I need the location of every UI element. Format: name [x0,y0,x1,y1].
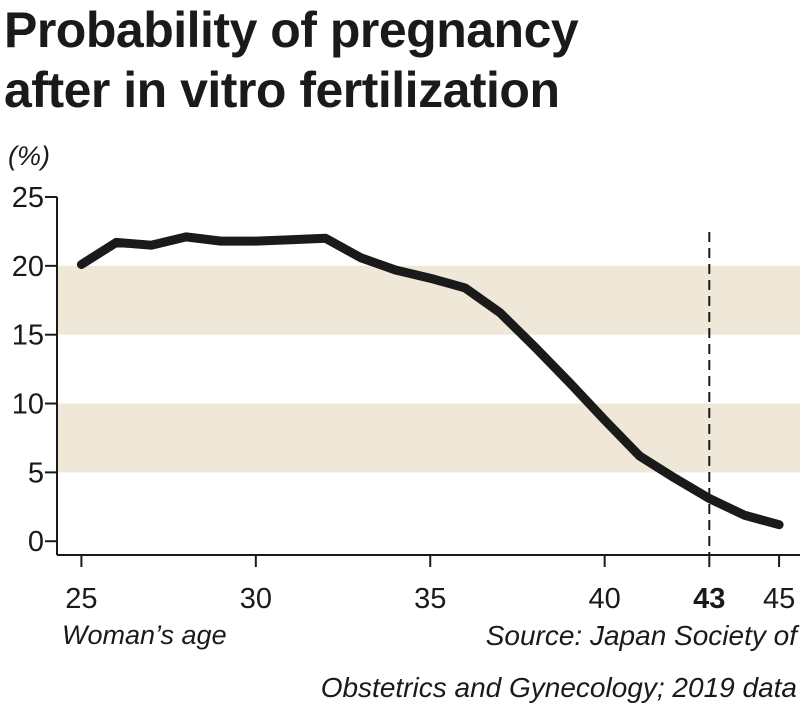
y-tick-label-20: 20 [12,251,44,283]
y-tick-label-15: 15 [12,320,44,352]
data-point-age-45 [777,523,781,527]
band-5-10 [57,403,800,473]
chart-title-line-2: after in vitro fertilization [4,62,560,118]
data-point-age-41 [638,454,642,458]
x-tick-label-45: 45 [763,583,795,615]
data-point-age-27 [149,243,153,247]
data-point-age-44 [742,513,746,517]
chart-title: Probability of pregnancy after in vitro … [4,0,579,120]
data-point-age-39 [568,381,572,385]
chart-title-line-1: Probability of pregnancy [4,2,579,58]
data-point-age-35 [428,276,432,280]
chart-text: (%) Woman’s age Source: Japan Society of… [8,141,800,703]
data-series [76,232,784,530]
data-point-age-26 [114,240,118,244]
data-point-age-34 [393,268,397,272]
y-tick-label-5: 5 [28,457,44,489]
x-tick-label-30: 30 [240,583,272,615]
x-tick-label-40: 40 [589,583,621,615]
y-tick-label-0: 0 [28,526,44,558]
data-point-age-38 [533,345,537,349]
x-axis-label: Woman’s age [62,620,227,650]
data-point-age-36 [463,286,467,290]
axes [45,196,800,567]
data-point-age-37 [498,311,502,315]
source-line-2: Obstetrics and Gynecology; 2019 data [321,672,797,703]
data-point-age-25 [79,262,83,266]
x-tick-label-35: 35 [414,583,446,615]
y-tick-label-25: 25 [12,182,44,214]
source-line-1: Source: Japan Society of [486,620,800,651]
x-tick-label-43: 43 [693,583,725,615]
data-point-age-31 [289,238,293,242]
data-point-age-32 [324,236,328,240]
data-point-age-40 [603,418,607,422]
data-point-age-33 [358,256,362,260]
background-bands [57,265,800,473]
y-unit-label: (%) [8,141,50,171]
y-tick-label-10: 10 [12,389,44,421]
data-point-age-42 [672,476,676,480]
data-point-age-43 [707,497,711,501]
data-point-age-28 [184,235,188,239]
data-point-age-29 [219,239,223,243]
x-tick-label-25: 25 [65,583,97,615]
data-point-age-30 [254,239,258,243]
